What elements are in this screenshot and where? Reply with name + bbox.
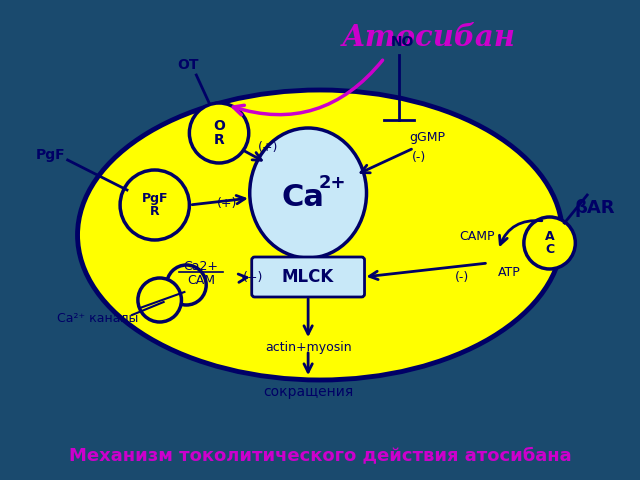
Text: (-): (-)	[412, 152, 426, 165]
Ellipse shape	[77, 90, 563, 380]
Text: Атосибан: Атосибан	[342, 24, 516, 52]
Text: ATP: ATP	[498, 265, 521, 278]
Text: CAM: CAM	[188, 274, 215, 287]
Text: Ca: Ca	[282, 182, 324, 212]
Circle shape	[524, 217, 575, 269]
Text: βAR: βAR	[575, 199, 616, 217]
Text: actin+myosin: actin+myosin	[265, 341, 351, 355]
Text: gGMP: gGMP	[409, 131, 445, 144]
Circle shape	[120, 170, 189, 240]
Text: (+): (+)	[259, 141, 279, 154]
Text: NO: NO	[390, 35, 414, 49]
Text: O
R: O R	[213, 119, 225, 147]
Text: PgF: PgF	[36, 148, 66, 162]
Text: (+): (+)	[243, 272, 263, 285]
Circle shape	[138, 278, 182, 322]
Text: (+): (+)	[217, 196, 237, 209]
Circle shape	[189, 103, 249, 163]
Text: (-): (-)	[454, 271, 468, 284]
Text: A
C: A C	[545, 230, 554, 256]
Text: MLCK: MLCK	[282, 268, 334, 286]
Text: 2+: 2+	[318, 174, 346, 192]
Text: OT: OT	[178, 58, 199, 72]
Text: Ca²⁺ каналы: Ca²⁺ каналы	[57, 312, 138, 324]
Text: Механизм токолитического действия атосибана: Механизм токолитического действия атосиб…	[68, 446, 572, 464]
Text: PgF
R: PgF R	[141, 192, 168, 218]
Circle shape	[166, 265, 206, 305]
Text: сокращения: сокращения	[263, 385, 353, 399]
FancyBboxPatch shape	[252, 257, 365, 297]
Text: Ca2+: Ca2+	[184, 261, 219, 274]
Ellipse shape	[250, 128, 367, 258]
Text: CAMP: CAMP	[460, 230, 495, 243]
